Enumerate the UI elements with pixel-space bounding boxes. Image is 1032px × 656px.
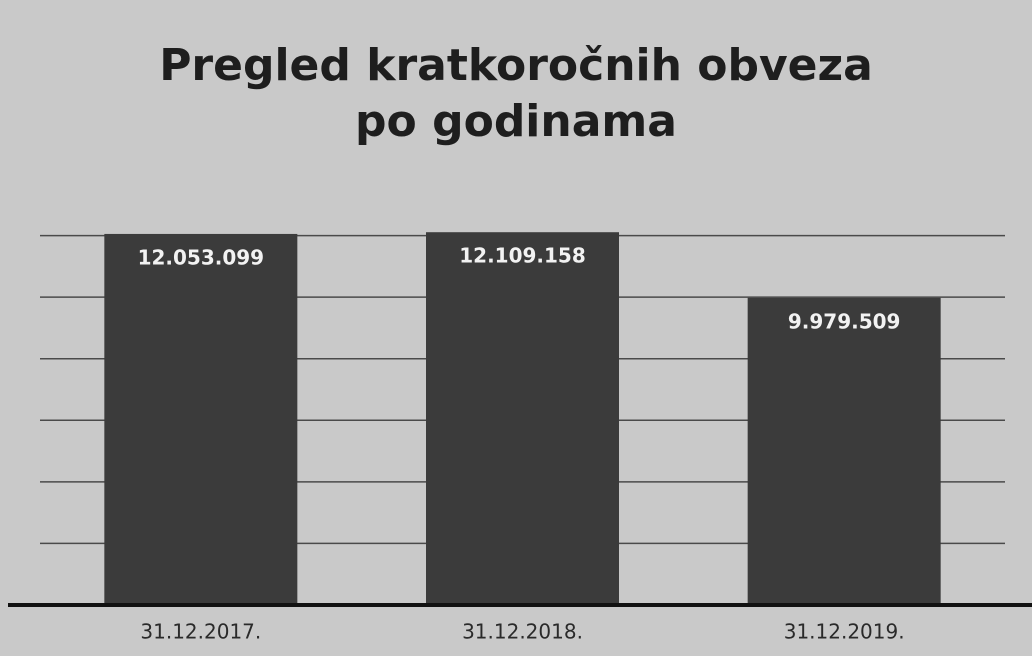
bar	[747, 297, 941, 605]
x-tick-label: 31.12.2019.	[784, 620, 905, 644]
bar	[104, 233, 298, 605]
data-label: 9.979.509	[788, 309, 901, 333]
x-tick-label: 31.12.2017.	[140, 620, 261, 644]
x-tick-label: 31.12.2018.	[462, 620, 583, 644]
data-label: 12.053.099	[138, 245, 265, 269]
data-label: 12.109.158	[459, 244, 586, 268]
bar	[426, 232, 619, 605]
chart-title: Pregled kratkoročnih obveza po godinama	[159, 40, 873, 147]
